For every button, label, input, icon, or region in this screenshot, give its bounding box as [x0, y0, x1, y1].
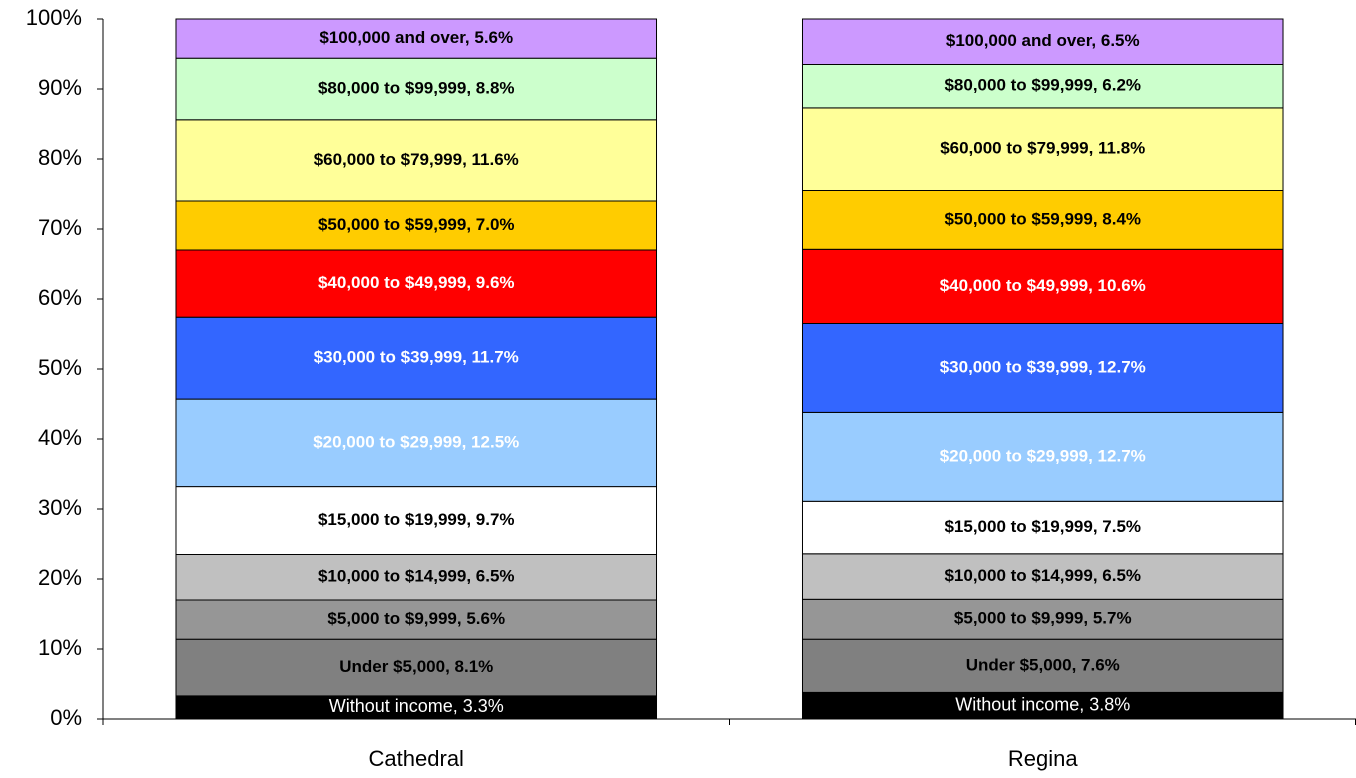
- bar-segment: [801, 411, 1284, 502]
- bar-segment: [175, 18, 658, 59]
- bar-segment: [175, 554, 658, 601]
- y-tick-label: 70%: [38, 215, 82, 240]
- bar-segment: [801, 500, 1284, 555]
- bar-segment: [801, 638, 1284, 693]
- bar-segment: [175, 486, 658, 556]
- data-label: $50,000 to $59,999, 7.0%: [318, 215, 515, 234]
- data-label: $10,000 to $14,999, 6.5%: [944, 566, 1141, 585]
- data-label: Under $5,000, 7.6%: [966, 655, 1120, 674]
- data-label: $15,000 to $19,999, 9.7%: [318, 510, 515, 529]
- y-tick-label: 40%: [38, 425, 82, 450]
- data-label: Without income, 3.3%: [329, 696, 504, 716]
- bar-segment: [801, 323, 1284, 413]
- y-tick-label: 0%: [50, 705, 82, 730]
- data-label: $100,000 and over, 6.5%: [946, 31, 1140, 50]
- data-label: Without income, 3.8%: [955, 694, 1130, 714]
- bar-segment: [175, 398, 658, 488]
- bar-segment: [175, 119, 658, 202]
- y-tick-label: 60%: [38, 285, 82, 310]
- data-label: $5,000 to $9,999, 5.7%: [954, 609, 1132, 628]
- x-tick-label: Regina: [1008, 746, 1078, 771]
- bar-segment: [801, 691, 1284, 720]
- bar-segment: [801, 107, 1284, 191]
- bar-segment: [801, 598, 1284, 640]
- data-label: $60,000 to $79,999, 11.8%: [940, 139, 1145, 158]
- bar-segment: [175, 57, 658, 121]
- data-label: Under $5,000, 8.1%: [339, 657, 493, 676]
- data-label: $15,000 to $19,999, 7.5%: [944, 517, 1141, 536]
- bar-segment: [175, 638, 658, 697]
- y-tick-label: 50%: [38, 355, 82, 380]
- data-label: $100,000 and over, 5.6%: [319, 28, 513, 47]
- bar-segment: [801, 64, 1284, 109]
- y-tick-label: 20%: [38, 565, 82, 590]
- bar-segment: [801, 248, 1284, 324]
- bar-segment: [801, 18, 1284, 65]
- data-label: $30,000 to $39,999, 11.7%: [314, 348, 519, 367]
- y-tick-label: 90%: [38, 75, 82, 100]
- data-label: $80,000 to $99,999, 6.2%: [944, 76, 1141, 95]
- x-tick-label: Cathedral: [369, 746, 464, 771]
- data-label: $40,000 to $49,999, 9.6%: [318, 273, 515, 292]
- data-label: $20,000 to $29,999, 12.5%: [313, 432, 519, 451]
- data-label: $60,000 to $79,999, 11.6%: [314, 150, 519, 169]
- bar-segment: [175, 316, 658, 400]
- data-label: $40,000 to $49,999, 10.6%: [940, 276, 1146, 295]
- y-tick-label: 100%: [26, 5, 82, 30]
- data-label: $30,000 to $39,999, 12.7%: [940, 357, 1146, 376]
- data-label: $50,000 to $59,999, 8.4%: [944, 209, 1141, 228]
- bar-segment: [801, 553, 1284, 600]
- data-label: $80,000 to $99,999, 8.8%: [318, 78, 515, 97]
- data-label: $10,000 to $14,999, 6.5%: [318, 567, 515, 586]
- bar-segment: [175, 200, 658, 251]
- y-tick-label: 10%: [38, 635, 82, 660]
- y-tick-label: 30%: [38, 495, 82, 520]
- data-label: $20,000 to $29,999, 12.7%: [940, 446, 1146, 465]
- y-tick-label: 80%: [38, 145, 82, 170]
- bar-segment: [175, 599, 658, 640]
- data-label: $5,000 to $9,999, 5.6%: [327, 609, 505, 628]
